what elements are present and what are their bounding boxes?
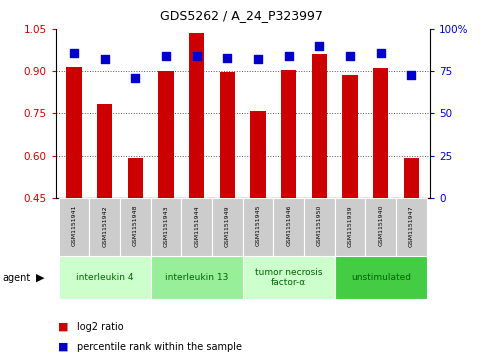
Point — [377, 50, 384, 56]
Bar — [151, 256, 243, 299]
Text: interleukin 4: interleukin 4 — [76, 273, 133, 282]
Text: GDS5262 / A_24_P323997: GDS5262 / A_24_P323997 — [160, 9, 323, 22]
Bar — [128, 158, 143, 198]
Text: GSM1151939: GSM1151939 — [348, 205, 353, 246]
Bar — [66, 67, 82, 198]
Bar — [58, 256, 151, 299]
Text: GSM1151950: GSM1151950 — [317, 205, 322, 246]
Point — [193, 53, 200, 59]
Bar — [189, 33, 204, 198]
Bar — [220, 72, 235, 198]
Text: GSM1151949: GSM1151949 — [225, 205, 230, 246]
Text: GSM1151945: GSM1151945 — [256, 205, 260, 246]
Point — [70, 50, 78, 56]
Text: GSM1151947: GSM1151947 — [409, 205, 414, 246]
Point — [224, 55, 231, 61]
Text: GSM1151942: GSM1151942 — [102, 205, 107, 246]
Bar — [281, 70, 297, 198]
Bar — [120, 198, 151, 256]
Bar — [304, 198, 335, 256]
Text: GSM1151944: GSM1151944 — [194, 205, 199, 246]
Bar — [89, 198, 120, 256]
Text: unstimulated: unstimulated — [351, 273, 411, 282]
Bar — [243, 198, 273, 256]
Text: interleukin 13: interleukin 13 — [165, 273, 228, 282]
Point — [346, 53, 354, 59]
Bar — [151, 198, 181, 256]
Text: ■: ■ — [58, 322, 69, 332]
Text: agent: agent — [2, 273, 30, 283]
Bar — [250, 111, 266, 198]
Bar — [396, 198, 427, 256]
Bar — [273, 198, 304, 256]
Point — [408, 72, 415, 78]
Bar — [366, 198, 396, 256]
Text: GSM1151946: GSM1151946 — [286, 205, 291, 246]
Bar — [335, 256, 427, 299]
Bar — [158, 71, 174, 198]
Bar — [335, 198, 366, 256]
Text: percentile rank within the sample: percentile rank within the sample — [77, 342, 242, 352]
Bar — [373, 68, 388, 198]
Bar — [58, 198, 89, 256]
Text: GSM1151948: GSM1151948 — [133, 205, 138, 246]
Bar — [312, 54, 327, 198]
Bar — [243, 256, 335, 299]
Bar — [181, 198, 212, 256]
Bar — [212, 198, 243, 256]
Bar — [404, 158, 419, 198]
Point — [101, 57, 109, 62]
Text: ▶: ▶ — [36, 273, 45, 283]
Bar — [342, 76, 358, 198]
Point — [254, 57, 262, 62]
Text: tumor necrosis
factor-α: tumor necrosis factor-α — [255, 268, 323, 287]
Point — [131, 75, 139, 81]
Text: ■: ■ — [58, 342, 69, 352]
Text: GSM1151943: GSM1151943 — [164, 205, 169, 246]
Point — [285, 53, 293, 59]
Point — [315, 43, 323, 49]
Point — [162, 53, 170, 59]
Text: GSM1151941: GSM1151941 — [71, 205, 76, 246]
Bar — [97, 104, 113, 198]
Text: GSM1151940: GSM1151940 — [378, 205, 384, 246]
Text: log2 ratio: log2 ratio — [77, 322, 124, 332]
